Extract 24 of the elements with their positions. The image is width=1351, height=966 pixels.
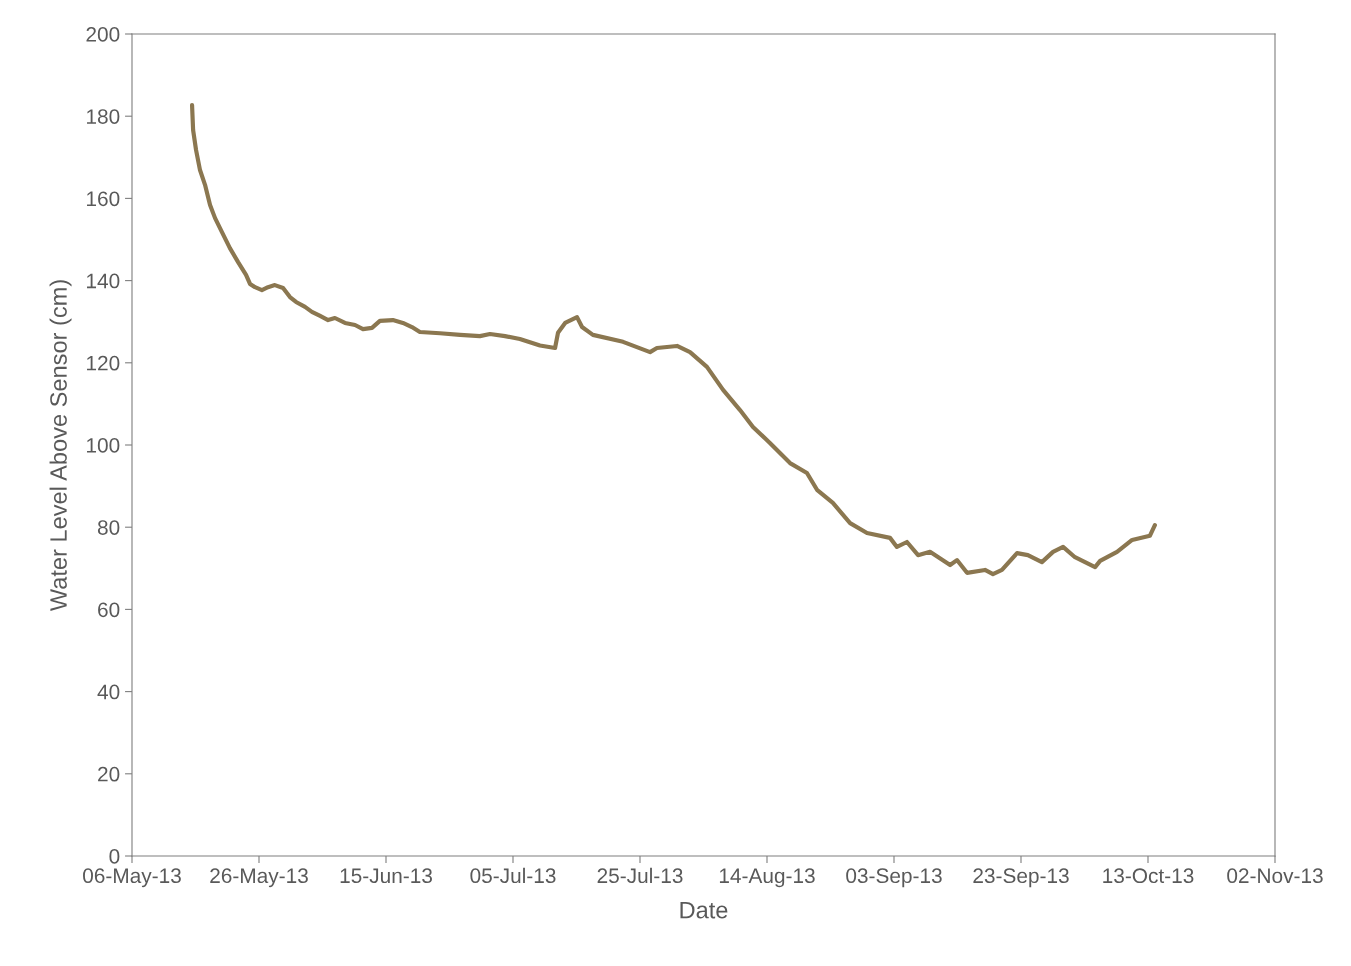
x-tick-label: 03-Sep-13 bbox=[846, 868, 942, 888]
x-tick-label: 06-May-13 bbox=[83, 868, 181, 888]
x-tick-label: 25-Jul-13 bbox=[597, 867, 683, 884]
y-tick-label: 160 bbox=[87, 191, 120, 207]
x-tick-label: 14-Aug-13 bbox=[719, 868, 815, 888]
y-tick-label: 120 bbox=[87, 355, 120, 371]
x-tick-label: 26-May-13 bbox=[210, 868, 308, 888]
x-tick-label: 23-Sep-13 bbox=[973, 868, 1069, 888]
y-tick-label: 0 bbox=[109, 849, 120, 864]
y-tick-label: 140 bbox=[87, 273, 120, 289]
y-tick-label: 180 bbox=[87, 109, 120, 124]
y-axis-title: Water Level Above Sensor (cm) bbox=[49, 280, 72, 612]
x-tick-label: 15-Jun-13 bbox=[340, 868, 432, 884]
y-tick-label: 200 bbox=[86, 27, 120, 42]
y-tick-label: 100 bbox=[87, 438, 120, 453]
x-axis-title: Date bbox=[680, 901, 728, 919]
y-tick-label: 20 bbox=[98, 766, 120, 782]
x-tick-label: 13-Oct-13 bbox=[1103, 868, 1194, 884]
x-tick-label: 05-Jul-13 bbox=[470, 867, 556, 884]
y-tick-label: 80 bbox=[97, 520, 120, 535]
y-tick-label: 40 bbox=[97, 684, 120, 700]
x-tick-label: 02-Nov-13 bbox=[1227, 868, 1323, 884]
line-series bbox=[189, 103, 1157, 577]
y-tick-label: 60 bbox=[98, 602, 120, 618]
